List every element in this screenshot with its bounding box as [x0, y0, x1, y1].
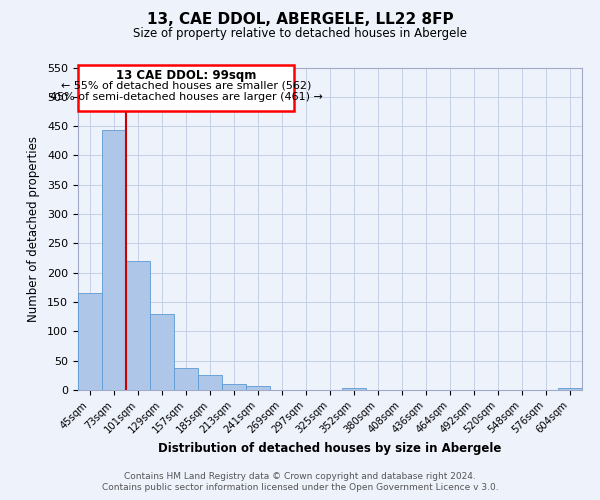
Text: 45% of semi-detached houses are larger (461) →: 45% of semi-detached houses are larger (… — [50, 92, 322, 102]
Text: ← 55% of detached houses are smaller (562): ← 55% of detached houses are smaller (56… — [61, 80, 311, 90]
Bar — [342, 388, 366, 390]
Text: Contains public sector information licensed under the Open Government Licence v : Contains public sector information licen… — [101, 484, 499, 492]
Bar — [150, 314, 174, 390]
Bar — [126, 261, 150, 390]
Text: Size of property relative to detached houses in Abergele: Size of property relative to detached ho… — [133, 28, 467, 40]
Bar — [174, 368, 198, 390]
Text: 13, CAE DDOL, ABERGELE, LL22 8FP: 13, CAE DDOL, ABERGELE, LL22 8FP — [146, 12, 454, 28]
Bar — [246, 386, 270, 390]
Bar — [198, 375, 222, 390]
Y-axis label: Number of detached properties: Number of detached properties — [27, 136, 40, 322]
X-axis label: Distribution of detached houses by size in Abergele: Distribution of detached houses by size … — [158, 442, 502, 456]
Bar — [102, 130, 126, 390]
Bar — [78, 293, 102, 390]
Text: 13 CAE DDOL: 99sqm: 13 CAE DDOL: 99sqm — [116, 68, 256, 82]
Bar — [558, 388, 582, 390]
Bar — [222, 384, 246, 390]
Text: Contains HM Land Registry data © Crown copyright and database right 2024.: Contains HM Land Registry data © Crown c… — [124, 472, 476, 481]
